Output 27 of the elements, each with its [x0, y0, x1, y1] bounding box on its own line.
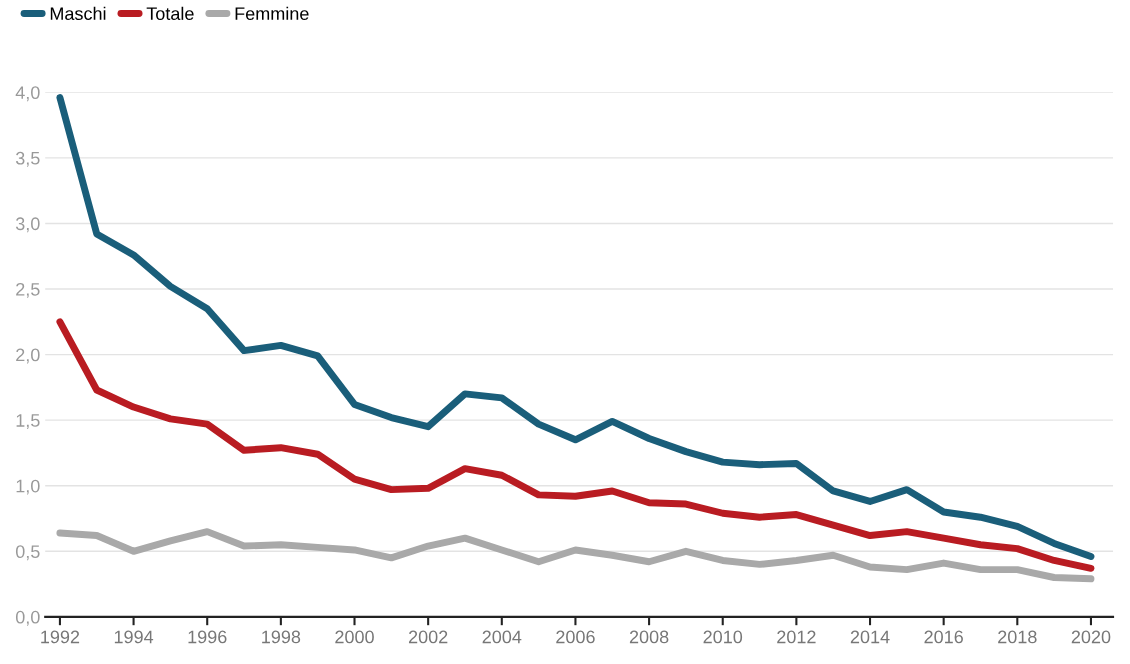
x-tick-label: 2004	[482, 630, 522, 644]
x-tick-label: 1992	[41, 630, 80, 644]
x-tick-label: 2000	[335, 630, 374, 644]
y-tick-label: 2,0	[16, 348, 40, 364]
x-tick-label: 1998	[262, 630, 301, 644]
x-tick-label: 2020	[1071, 630, 1111, 644]
y-tick-label: 1,5	[16, 414, 40, 429]
x-tick-label: 2008	[629, 630, 669, 644]
x-tick-label: 2002	[408, 630, 448, 644]
x-tick-label: 2006	[556, 630, 595, 644]
y-tick-label: 0,0	[15, 610, 40, 626]
y-tick-label: 3,5	[15, 151, 40, 167]
x-tick-label: 2014	[850, 630, 890, 644]
x-tick-label: 1994	[114, 630, 154, 644]
legend-label: Femmine	[235, 6, 309, 21]
y-tick-label: 1,0	[16, 479, 40, 495]
y-tick-label: 0,5	[15, 545, 40, 561]
x-tick-label: 2016	[924, 630, 963, 644]
y-tick-label: 4,0	[15, 86, 40, 102]
x-tick-label: 1996	[188, 630, 227, 644]
x-tick-label: 2012	[777, 630, 816, 644]
legend-label: Maschi	[50, 6, 106, 21]
legend-label: Totale	[146, 6, 194, 21]
y-tick-label: 2,5	[16, 282, 40, 298]
y-tick-label: 3,0	[15, 217, 40, 233]
x-tick-label: 2010	[703, 630, 743, 644]
x-tick-label: 2018	[998, 630, 1037, 644]
